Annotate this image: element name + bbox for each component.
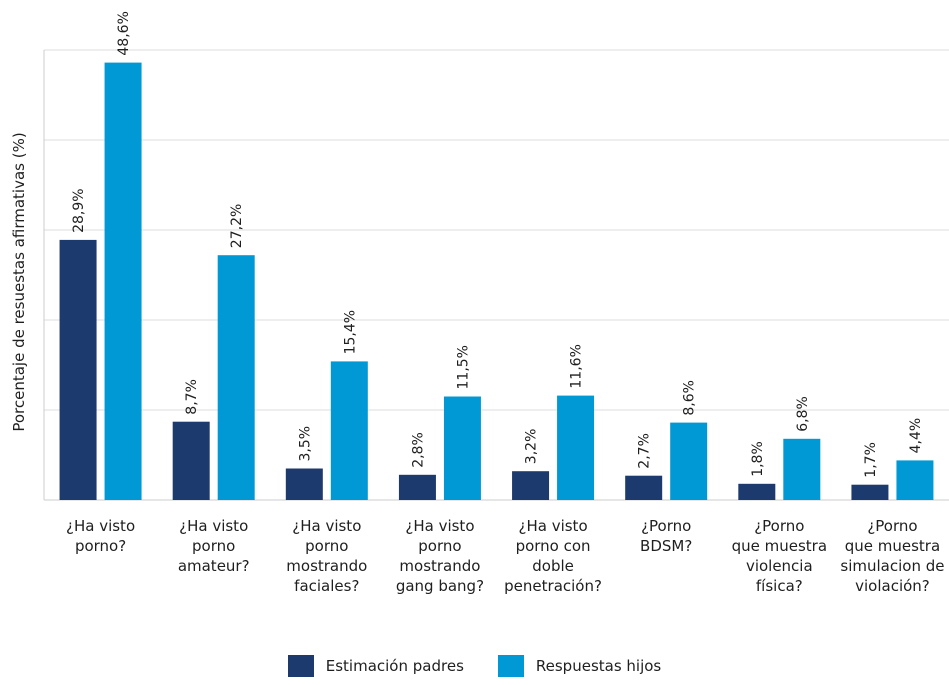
data-label: 28,9% — [71, 188, 87, 232]
data-label: 11,5% — [455, 345, 471, 389]
data-label: 1,8% — [750, 441, 766, 477]
bars — [59, 62, 934, 500]
bar-parents — [625, 475, 663, 500]
legend-item-parents: Estimación padres — [287, 655, 464, 677]
legend-label-children: Respuestas hijos — [535, 657, 662, 675]
data-label: 2,7% — [637, 433, 653, 469]
x-tick-label: ¿Porno que muestra violencia física? — [732, 517, 827, 595]
x-tick-label: ¿Porno BDSM? — [640, 517, 692, 555]
data-label: 3,5% — [297, 426, 313, 462]
data-label: 27,2% — [229, 204, 245, 248]
bar-parents — [172, 421, 210, 500]
bar-children — [104, 62, 142, 500]
bar-parents — [398, 474, 436, 500]
legend-swatch-children — [497, 655, 524, 677]
legend-item-children: Respuestas hijos — [497, 655, 662, 677]
bar-parents — [59, 239, 97, 500]
bar-children — [896, 460, 934, 500]
data-label: 15,4% — [342, 310, 358, 354]
bar-children — [557, 395, 595, 500]
bar-children — [670, 422, 708, 500]
x-tick-label: ¿Ha visto porno mostrando gang bang? — [396, 517, 484, 595]
bar-children — [783, 438, 821, 500]
x-tick-label: ¿Porno que muestra simulacion de violación? — [840, 517, 944, 595]
data-label: 1,7% — [863, 442, 879, 478]
bar-parents — [851, 484, 889, 500]
legend: Estimación padres Respuestas hijos — [0, 655, 949, 677]
data-label: 48,6% — [116, 11, 132, 55]
data-label: 8,6% — [682, 380, 698, 416]
data-label: 8,7% — [184, 379, 200, 415]
bar-parents — [512, 471, 550, 500]
bar-chart: 28,9% 48,6% 8,7% 27,2% 3,5% 15,4% 2,8% 11,5% 3,2… — [10, 11, 949, 595]
data-label: 2,8% — [410, 432, 426, 468]
bar-parents — [285, 468, 323, 500]
x-tick-label: ¿Ha visto porno? — [66, 517, 135, 555]
data-label: 11,6% — [569, 344, 585, 388]
data-label: 4,4% — [908, 418, 924, 454]
x-axis-labels: ¿Ha visto porno? ¿Ha visto porno amateur? ¿Ha… — [66, 517, 944, 595]
value-labels: 28,9% 48,6% 8,7% 27,2% 3,5% 15,4% 2,8% 11,5% 3,2… — [71, 11, 924, 478]
legend-swatch-parents — [287, 655, 314, 677]
y-axis-label: Porcentaje de resuestas afirmativas (%) — [10, 132, 28, 431]
x-tick-label: ¿Ha visto porno amateur? — [178, 517, 250, 575]
data-label: 3,2% — [524, 429, 540, 465]
bar-children — [330, 361, 368, 500]
x-tick-label: ¿Ha visto porno mostrando faciales? — [286, 517, 367, 595]
bar-children — [443, 396, 481, 500]
bar-parents — [738, 483, 776, 500]
legend-label-parents: Estimación padres — [325, 657, 464, 675]
x-tick-label: ¿Ha visto porno con doble penetración? — [504, 517, 602, 595]
data-label: 6,8% — [795, 396, 811, 432]
bar-children — [217, 255, 255, 500]
